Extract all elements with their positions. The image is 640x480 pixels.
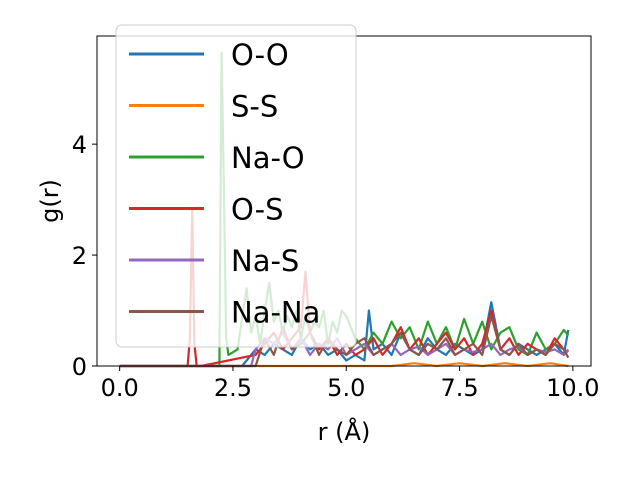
y-tick-label: 4: [72, 131, 87, 159]
legend: O-O S-S Na-O O-S Na-S Na-Na: [115, 24, 357, 348]
legend-label: O-S: [231, 193, 284, 227]
x-tick-label: 2.5: [214, 374, 252, 402]
legend-label: Na-Na: [231, 296, 320, 330]
x-axis-ticks: 0.0 2.5 5.0 7.5 10.0: [101, 366, 600, 402]
series-line-o-s: [119, 206, 569, 368]
legend-entry-o-o: O-O: [129, 38, 289, 72]
series-line-s-s: [119, 362, 569, 368]
y-axis-ticks: 0 2 4: [72, 131, 97, 381]
legend-entry-na-o: Na-O: [129, 141, 305, 175]
x-tick-label: 0.0: [101, 374, 139, 402]
legend-entry-o-s: O-S: [129, 193, 284, 227]
legend-label: O-O: [231, 38, 289, 72]
legend-label: Na-O: [231, 141, 305, 175]
y-axis-label: g(r): [36, 179, 64, 223]
x-axis-label: r (Å): [318, 417, 371, 446]
y-tick-label: 2: [72, 242, 87, 270]
x-tick-label: 7.5: [440, 374, 478, 402]
x-tick-label: 5.0: [327, 374, 365, 402]
legend-entry-na-na: Na-Na: [129, 296, 320, 330]
legend-entry-s-s: S-S: [129, 90, 278, 124]
x-tick-label: 10.0: [546, 374, 599, 402]
legend-entry-na-s: Na-S: [129, 244, 299, 278]
y-tick-label: 0: [72, 353, 87, 381]
legend-label: S-S: [231, 90, 278, 124]
legend-label: Na-S: [231, 244, 299, 278]
